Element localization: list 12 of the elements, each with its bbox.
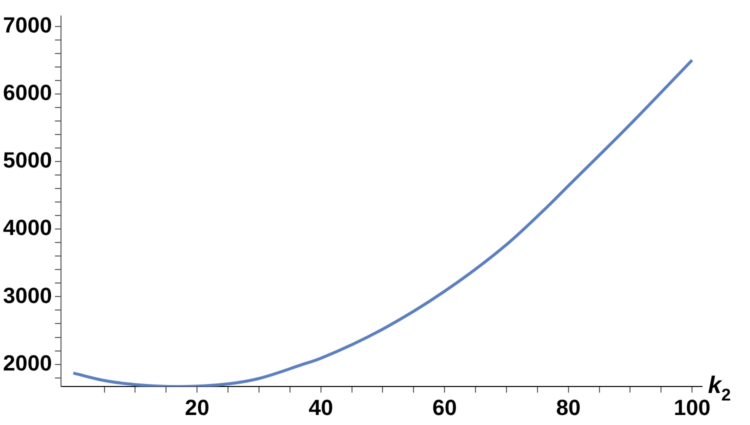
y-tick-label: 6000 — [2, 80, 52, 105]
y-tick-label: 2000 — [2, 350, 52, 376]
x-tick-label: 60 — [432, 394, 457, 420]
y-tick-label: 5000 — [2, 148, 52, 173]
y-tick-label: 7000 — [2, 12, 52, 38]
x-tick-label: 100 — [674, 394, 710, 420]
x-tick-label: 20 — [184, 394, 210, 420]
line-series — [72, 58, 694, 387]
y-tick-label: 4000 — [2, 215, 52, 240]
y-tick-label: 3000 — [2, 282, 52, 308]
x-tick-label: 40 — [308, 394, 334, 420]
x-tick-label: 80 — [556, 394, 581, 420]
